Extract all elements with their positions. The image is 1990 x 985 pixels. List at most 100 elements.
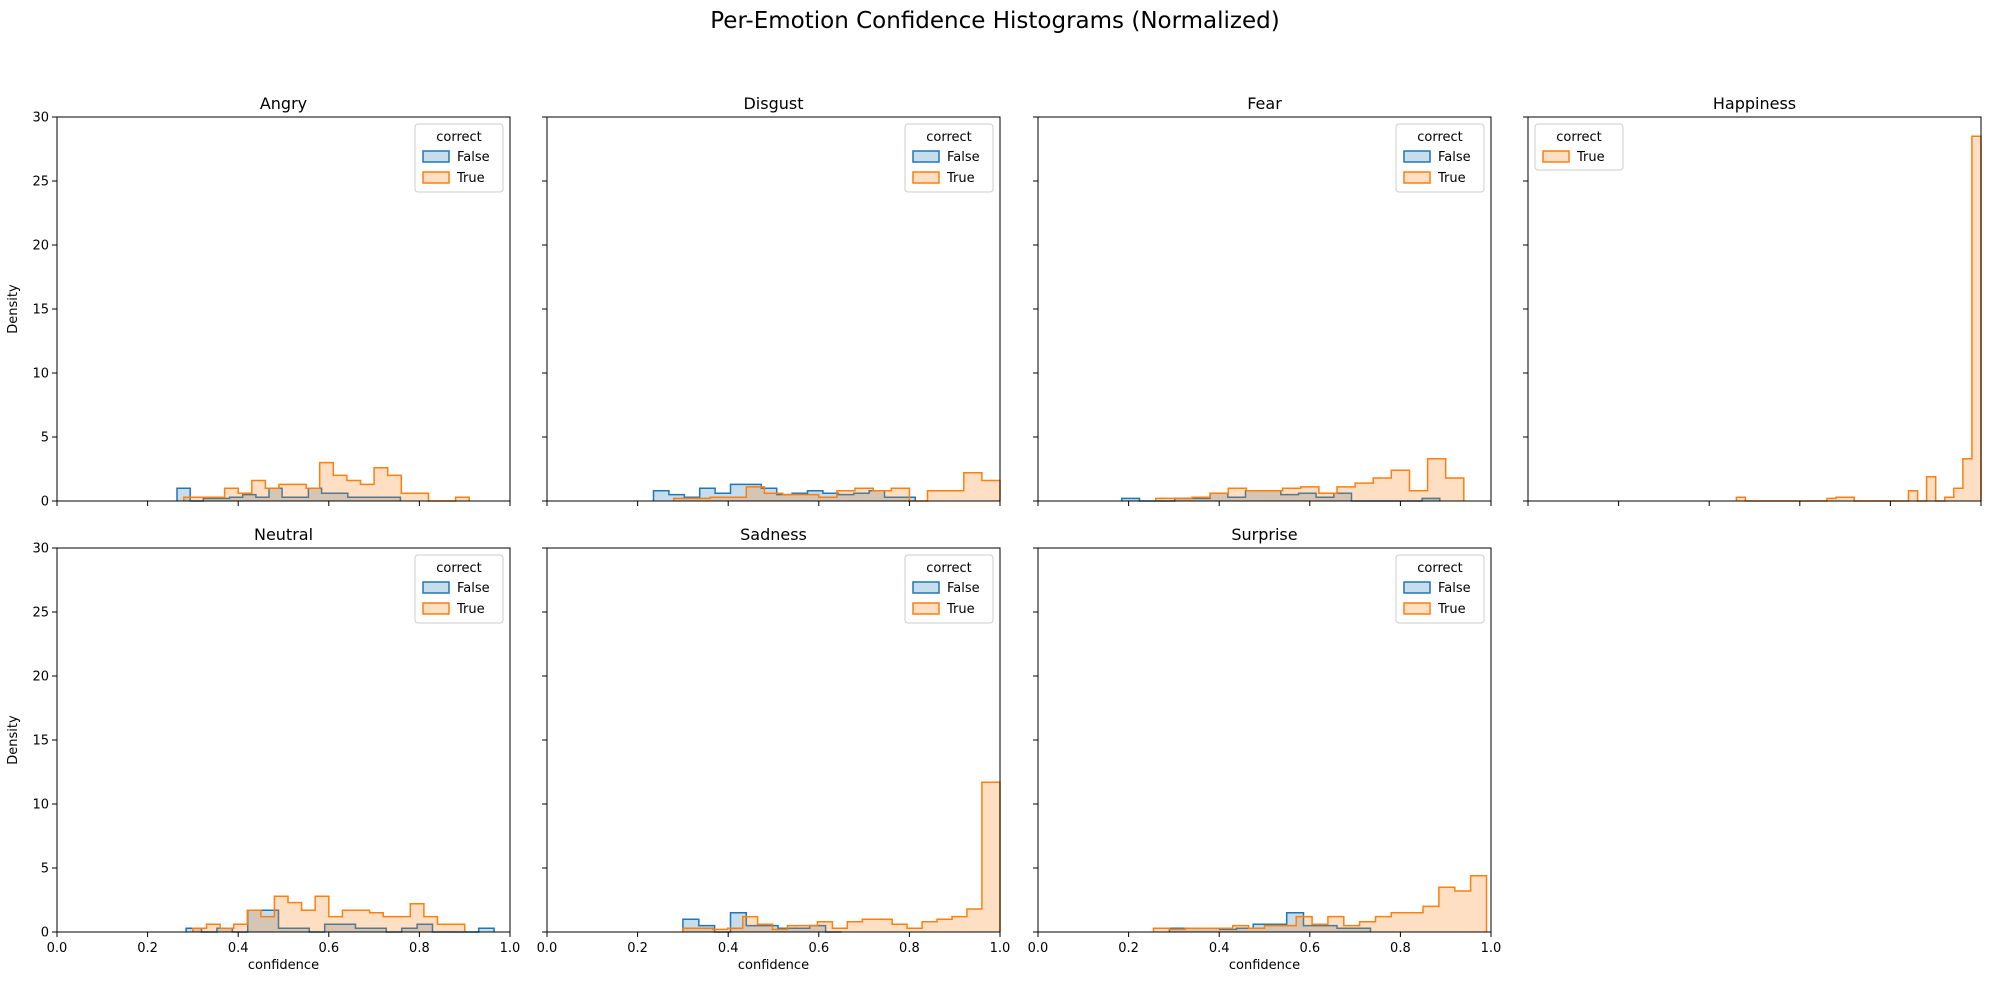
legend-box <box>414 123 504 193</box>
x-tick-label: 0.4 <box>228 941 249 956</box>
legend-swatch-true <box>1403 602 1431 615</box>
legend-swatch-true <box>422 602 450 615</box>
legend-swatch-false <box>422 581 450 594</box>
histogram-fill-angry-true <box>183 462 470 501</box>
y-tick-label: 30 <box>32 111 49 126</box>
histogram-fill-surprise-true <box>1153 875 1487 932</box>
legend-label-false: False <box>947 150 980 165</box>
y-tick-label: 0 <box>41 495 49 510</box>
legend-title: correct <box>436 130 482 145</box>
panel-title: Disgust <box>743 94 803 113</box>
panel-title: Fear <box>1247 94 1282 113</box>
y-tick-label: 15 <box>32 303 49 318</box>
histogram-line-happiness-true <box>1735 135 1982 502</box>
legend-box <box>1534 123 1624 171</box>
panel-fear: Fear correct False True <box>1033 94 1492 506</box>
legend-box <box>1395 123 1485 193</box>
legend-swatch-false <box>1403 581 1431 594</box>
histogram-line-angry-true <box>183 461 470 502</box>
legend-swatch-false <box>422 150 450 163</box>
legend-box <box>414 554 504 624</box>
legend-label-true: True <box>1437 171 1466 186</box>
histogram-line-neutral-true <box>192 895 466 932</box>
legend-swatch-true <box>912 171 940 184</box>
x-tick-label: 0.2 <box>1118 941 1139 956</box>
x-tick-label: 0.0 <box>537 941 558 956</box>
legend-label-true: True <box>456 171 485 186</box>
legend-title: correct <box>926 130 972 145</box>
figure-title: Per-Emotion Confidence Histograms (Norma… <box>710 8 1279 34</box>
legend-label-false: False <box>457 581 490 596</box>
legend-swatch-false <box>912 150 940 163</box>
x-tick-label: 0.4 <box>1209 941 1230 956</box>
legend-label-true: True <box>1576 150 1605 165</box>
x-axis-label: confidence <box>248 958 319 973</box>
x-tick-label: 0.6 <box>808 941 829 956</box>
legend-label-false: False <box>947 581 980 596</box>
legend-title: correct <box>1556 130 1602 145</box>
y-tick-label: 20 <box>32 670 49 685</box>
histogram-fill-surprise-false <box>1169 912 1371 932</box>
histogram-fill-happiness-true <box>1736 136 1981 501</box>
panel-title: Sadness <box>740 525 807 544</box>
x-tick-label: 1.0 <box>990 941 1011 956</box>
x-tick-label: 0.0 <box>1028 941 1049 956</box>
legend: correct False True <box>904 554 994 624</box>
x-tick-label: 0.6 <box>1299 941 1320 956</box>
legend-swatch-true <box>422 171 450 184</box>
y-tick-label: 5 <box>41 862 49 877</box>
y-tick-label: 20 <box>32 239 49 254</box>
legend-label-true: True <box>946 602 975 617</box>
panel-neutral: Neutral 0 5 10 15 20 25 30 0.0 0.2 0.4 0.6 0.8 1.0 Den… <box>6 525 520 973</box>
legend-swatch-false <box>1403 150 1431 163</box>
histogram-line-sadness-true <box>682 781 1001 932</box>
legend-title: correct <box>436 561 482 576</box>
y-tick-label: 10 <box>32 367 49 382</box>
legend-label-true: True <box>946 171 975 186</box>
x-tick-label: 0.6 <box>318 941 339 956</box>
x-tick-label: 0.8 <box>899 941 920 956</box>
y-axis-label: Density <box>6 715 21 765</box>
histogram-fill-sadness-false <box>682 912 842 932</box>
y-tick-label: 15 <box>32 734 49 749</box>
legend-swatch-true <box>1403 171 1431 184</box>
panel-title: Neutral <box>254 525 313 544</box>
panel-happiness: Happiness correct True <box>1523 94 1982 506</box>
x-tick-label: 0.0 <box>47 941 68 956</box>
x-tick-label: 0.8 <box>409 941 430 956</box>
histogram-line-fear-true <box>1155 458 1465 501</box>
x-axis-label: confidence <box>738 958 809 973</box>
legend-box <box>904 554 994 624</box>
x-tick-label: 0.4 <box>718 941 739 956</box>
panel-sadness: Sadness 0.0 0.2 0.4 0.6 0.8 1.0 confidence corre… <box>537 525 1011 973</box>
histogram-fill-disgust-true <box>673 472 1000 501</box>
panel-title: Surprise <box>1231 525 1297 544</box>
legend-title: correct <box>1417 130 1463 145</box>
x-tick-label: 1.0 <box>500 941 521 956</box>
y-tick-label: 25 <box>32 606 49 621</box>
legend-box <box>904 123 994 193</box>
y-tick-label: 5 <box>41 431 49 446</box>
x-tick-label: 0.2 <box>137 941 158 956</box>
legend-label-false: False <box>1438 581 1471 596</box>
legend: correct False True <box>1395 123 1485 193</box>
histogram-line-surprise-true <box>1152 874 1488 932</box>
legend-title: correct <box>926 561 972 576</box>
histogram-line-disgust-true <box>673 472 1001 502</box>
panel-disgust: Disgust correct False True <box>542 94 1001 506</box>
legend: correct False True <box>414 123 504 193</box>
legend-label-true: True <box>1437 602 1466 617</box>
y-tick-label: 30 <box>32 542 49 557</box>
legend-swatch-false <box>912 581 940 594</box>
legend-box <box>1395 554 1485 624</box>
panel-title: Angry <box>260 94 307 113</box>
axes-frame <box>1527 116 1982 502</box>
x-axis-label: confidence <box>1229 958 1300 973</box>
panel-title: Happiness <box>1713 94 1796 113</box>
legend-swatch-true <box>912 602 940 615</box>
legend-title: correct <box>1417 561 1463 576</box>
legend: correct True <box>1534 123 1624 171</box>
x-tick-label: 0.8 <box>1390 941 1411 956</box>
legend: correct False True <box>1395 554 1485 624</box>
panel-angry: Angry 0 5 10 15 20 25 30 Density correct False True <box>6 94 511 510</box>
